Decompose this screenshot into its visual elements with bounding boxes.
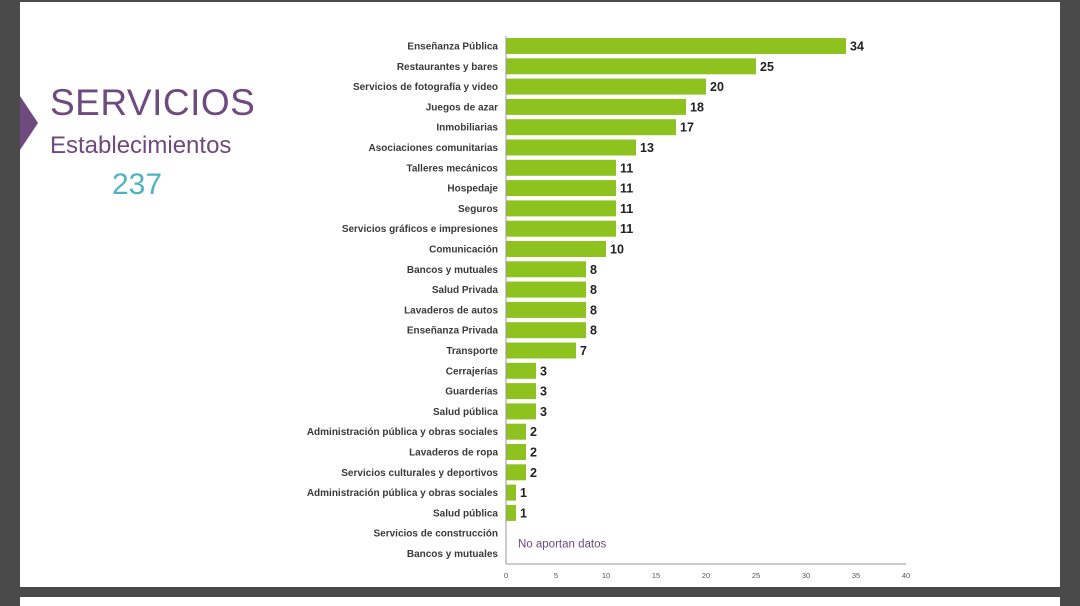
bar (506, 200, 616, 217)
value-label: 11 (620, 182, 633, 196)
bar (506, 403, 536, 420)
category-label: Comunicación (429, 245, 498, 256)
bar (506, 261, 586, 278)
x-tick-label: 5 (554, 571, 558, 580)
category-label: Inmobiliarias (436, 123, 498, 134)
category-label: Seguros (458, 204, 498, 215)
category-label: Asociaciones comunitarias (369, 143, 499, 154)
bar (506, 484, 516, 501)
value-label: 11 (620, 161, 633, 175)
bar (506, 98, 686, 115)
value-label: 13 (640, 141, 654, 155)
value-label: 3 (540, 385, 547, 399)
value-label: 10 (610, 243, 624, 257)
category-label: Servicios de construcción (374, 529, 499, 540)
category-label: Servicios gráficos e impresiones (342, 224, 499, 235)
category-label: Administración pública y obras sociales (307, 427, 499, 438)
bar (506, 362, 536, 379)
category-label: Talleres mecánicos (406, 163, 498, 174)
bar (506, 281, 586, 298)
bar (506, 301, 586, 318)
value-label: 8 (590, 283, 597, 297)
value-label: 34 (850, 40, 864, 54)
page-title: SERVICIOS (50, 82, 256, 123)
category-label: Salud pública (433, 407, 498, 418)
bar (506, 504, 516, 521)
category-label: Servicios culturales y deportivos (341, 468, 498, 479)
x-tick-label: 20 (702, 571, 710, 580)
category-label: Servicios de fotografía y video (353, 82, 498, 93)
x-tick-label: 25 (752, 571, 760, 580)
x-tick-label: 0 (504, 571, 508, 580)
total-count: 237 (112, 168, 163, 201)
next-slide-preview[interactable] (20, 597, 1060, 606)
x-tick-label: 15 (652, 571, 660, 580)
value-label: 2 (530, 466, 537, 480)
x-tick-label: 40 (902, 571, 910, 580)
value-label: 3 (540, 405, 547, 419)
bar (506, 241, 606, 257)
category-label: Enseñanza Privada (407, 326, 499, 337)
value-label: 8 (590, 324, 597, 338)
value-label: 7 (580, 344, 587, 358)
category-label: Salud Privada (432, 285, 499, 296)
bar (506, 139, 636, 156)
category-label: Bancos y mutuales (407, 549, 499, 560)
bar (506, 58, 756, 75)
category-label: Cerrajerías (446, 366, 499, 377)
category-label: Juegos de azar (426, 102, 498, 113)
value-label: 1 (520, 486, 527, 500)
value-label: 8 (590, 303, 597, 317)
bar (506, 383, 536, 400)
category-label: Transporte (446, 346, 498, 357)
category-label: Restaurantes y bares (397, 62, 499, 73)
value-label: 20 (710, 80, 724, 94)
category-label: Salud pública (433, 508, 498, 519)
page-subtitle: Establecimientos (50, 132, 232, 159)
bar (506, 119, 676, 136)
value-label: 18 (690, 100, 704, 114)
category-label: Administración pública y obras sociales (307, 488, 499, 499)
category-label: Lavaderos de autos (404, 305, 498, 316)
bar (506, 444, 526, 460)
category-label: Enseñanza Pública (407, 42, 498, 53)
category-label: Bancos y mutuales (407, 265, 499, 276)
no-data-annotation: No aportan datos (518, 538, 606, 550)
bar (506, 180, 616, 197)
value-label: 25 (760, 60, 774, 74)
value-label: 17 (680, 121, 694, 135)
bar (506, 322, 586, 339)
bar (506, 159, 616, 176)
category-label: Guarderías (445, 387, 498, 398)
bar (506, 38, 846, 54)
value-label: 8 (590, 263, 597, 277)
value-label: 11 (620, 222, 633, 236)
value-label: 1 (520, 506, 527, 520)
bar (506, 423, 526, 440)
x-tick-label: 30 (802, 571, 810, 580)
value-label: 11 (620, 202, 633, 216)
value-label: 3 (540, 364, 547, 378)
x-tick-label: 35 (852, 571, 860, 580)
x-tick-label: 10 (602, 571, 610, 580)
value-label: 2 (530, 446, 537, 460)
category-label: Lavaderos de ropa (409, 448, 498, 459)
arrow-marker-icon (20, 96, 38, 150)
value-label: 2 (530, 425, 537, 439)
category-label: Hospedaje (447, 184, 498, 195)
bar (506, 342, 576, 359)
bar (506, 464, 526, 481)
bar (506, 220, 616, 237)
bar (506, 78, 706, 95)
